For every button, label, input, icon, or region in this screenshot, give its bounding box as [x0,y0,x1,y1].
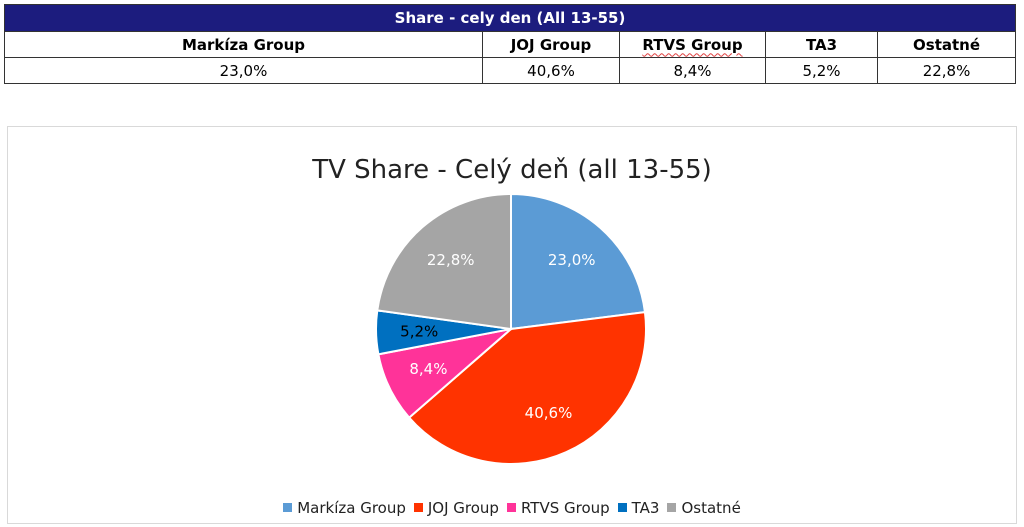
legend-label-2: RTVS Group [520,499,610,517]
header-rtvs: RTVS Group [619,31,766,58]
legend-swatch-0 [283,503,293,512]
value-joj: 40,6% [482,57,620,84]
pie-label-0: 23,0% [548,251,596,269]
header-ta3: TA3 [765,31,878,58]
value-ta3: 5,2% [765,57,878,84]
legend-label-1: JOJ Group [427,499,499,517]
legend-item-1: JOJ Group [413,499,499,517]
legend-swatch-2 [506,503,516,512]
pie-label-4: 22,8% [427,251,475,269]
pie-label-2: 8,4% [409,360,447,378]
pie-slice-1 [407,310,647,465]
legend-item-3: TA3 [617,499,660,517]
legend-swatch-1 [413,503,423,512]
pie-slice-4 [376,192,512,331]
legend-item-0: Markíza Group [283,499,406,517]
pie-chart: 23,0% 40,6% 8,4% 5,2% 22,8% [375,192,647,465]
header-ostatne: Ostatné [876,31,1017,58]
legend-item-4: Ostatné [667,499,741,517]
pie-slice-0 [510,192,647,331]
value-ostatne: 22,8% [876,57,1017,84]
legend-item-2: RTVS Group [506,499,610,517]
legend-swatch-3 [617,503,627,512]
header-joj: JOJ Group [482,31,620,58]
value-markiza: 23,0% [4,57,483,84]
table-title: Share - cely den (All 13-55) [3,4,1017,32]
value-rtvs: 8,4% [619,57,766,84]
header-markiza: Markíza Group [4,31,483,58]
pie-label-3: 5,2% [400,322,438,340]
chart-title: TV Share - Celý deň (all 13-55) [312,155,712,185]
chart-area: TV Share - Celý deň (all 13-55) 23,0% 40,… [7,126,1017,524]
share-table: Share - cely den (All 13-55) Markíza Gro… [3,4,1017,84]
legend-swatch-4 [667,503,677,512]
legend-label-3: TA3 [631,499,660,517]
header-rtvs-label: RTVS Group [642,35,743,54]
pie-label-1: 40,6% [525,404,573,422]
chart-legend: Markíza Group JOJ Group RTVS Group TA3 Ostat… [8,499,1016,517]
legend-label-0: Markíza Group [297,499,406,517]
legend-label-4: Ostatné [681,499,741,517]
